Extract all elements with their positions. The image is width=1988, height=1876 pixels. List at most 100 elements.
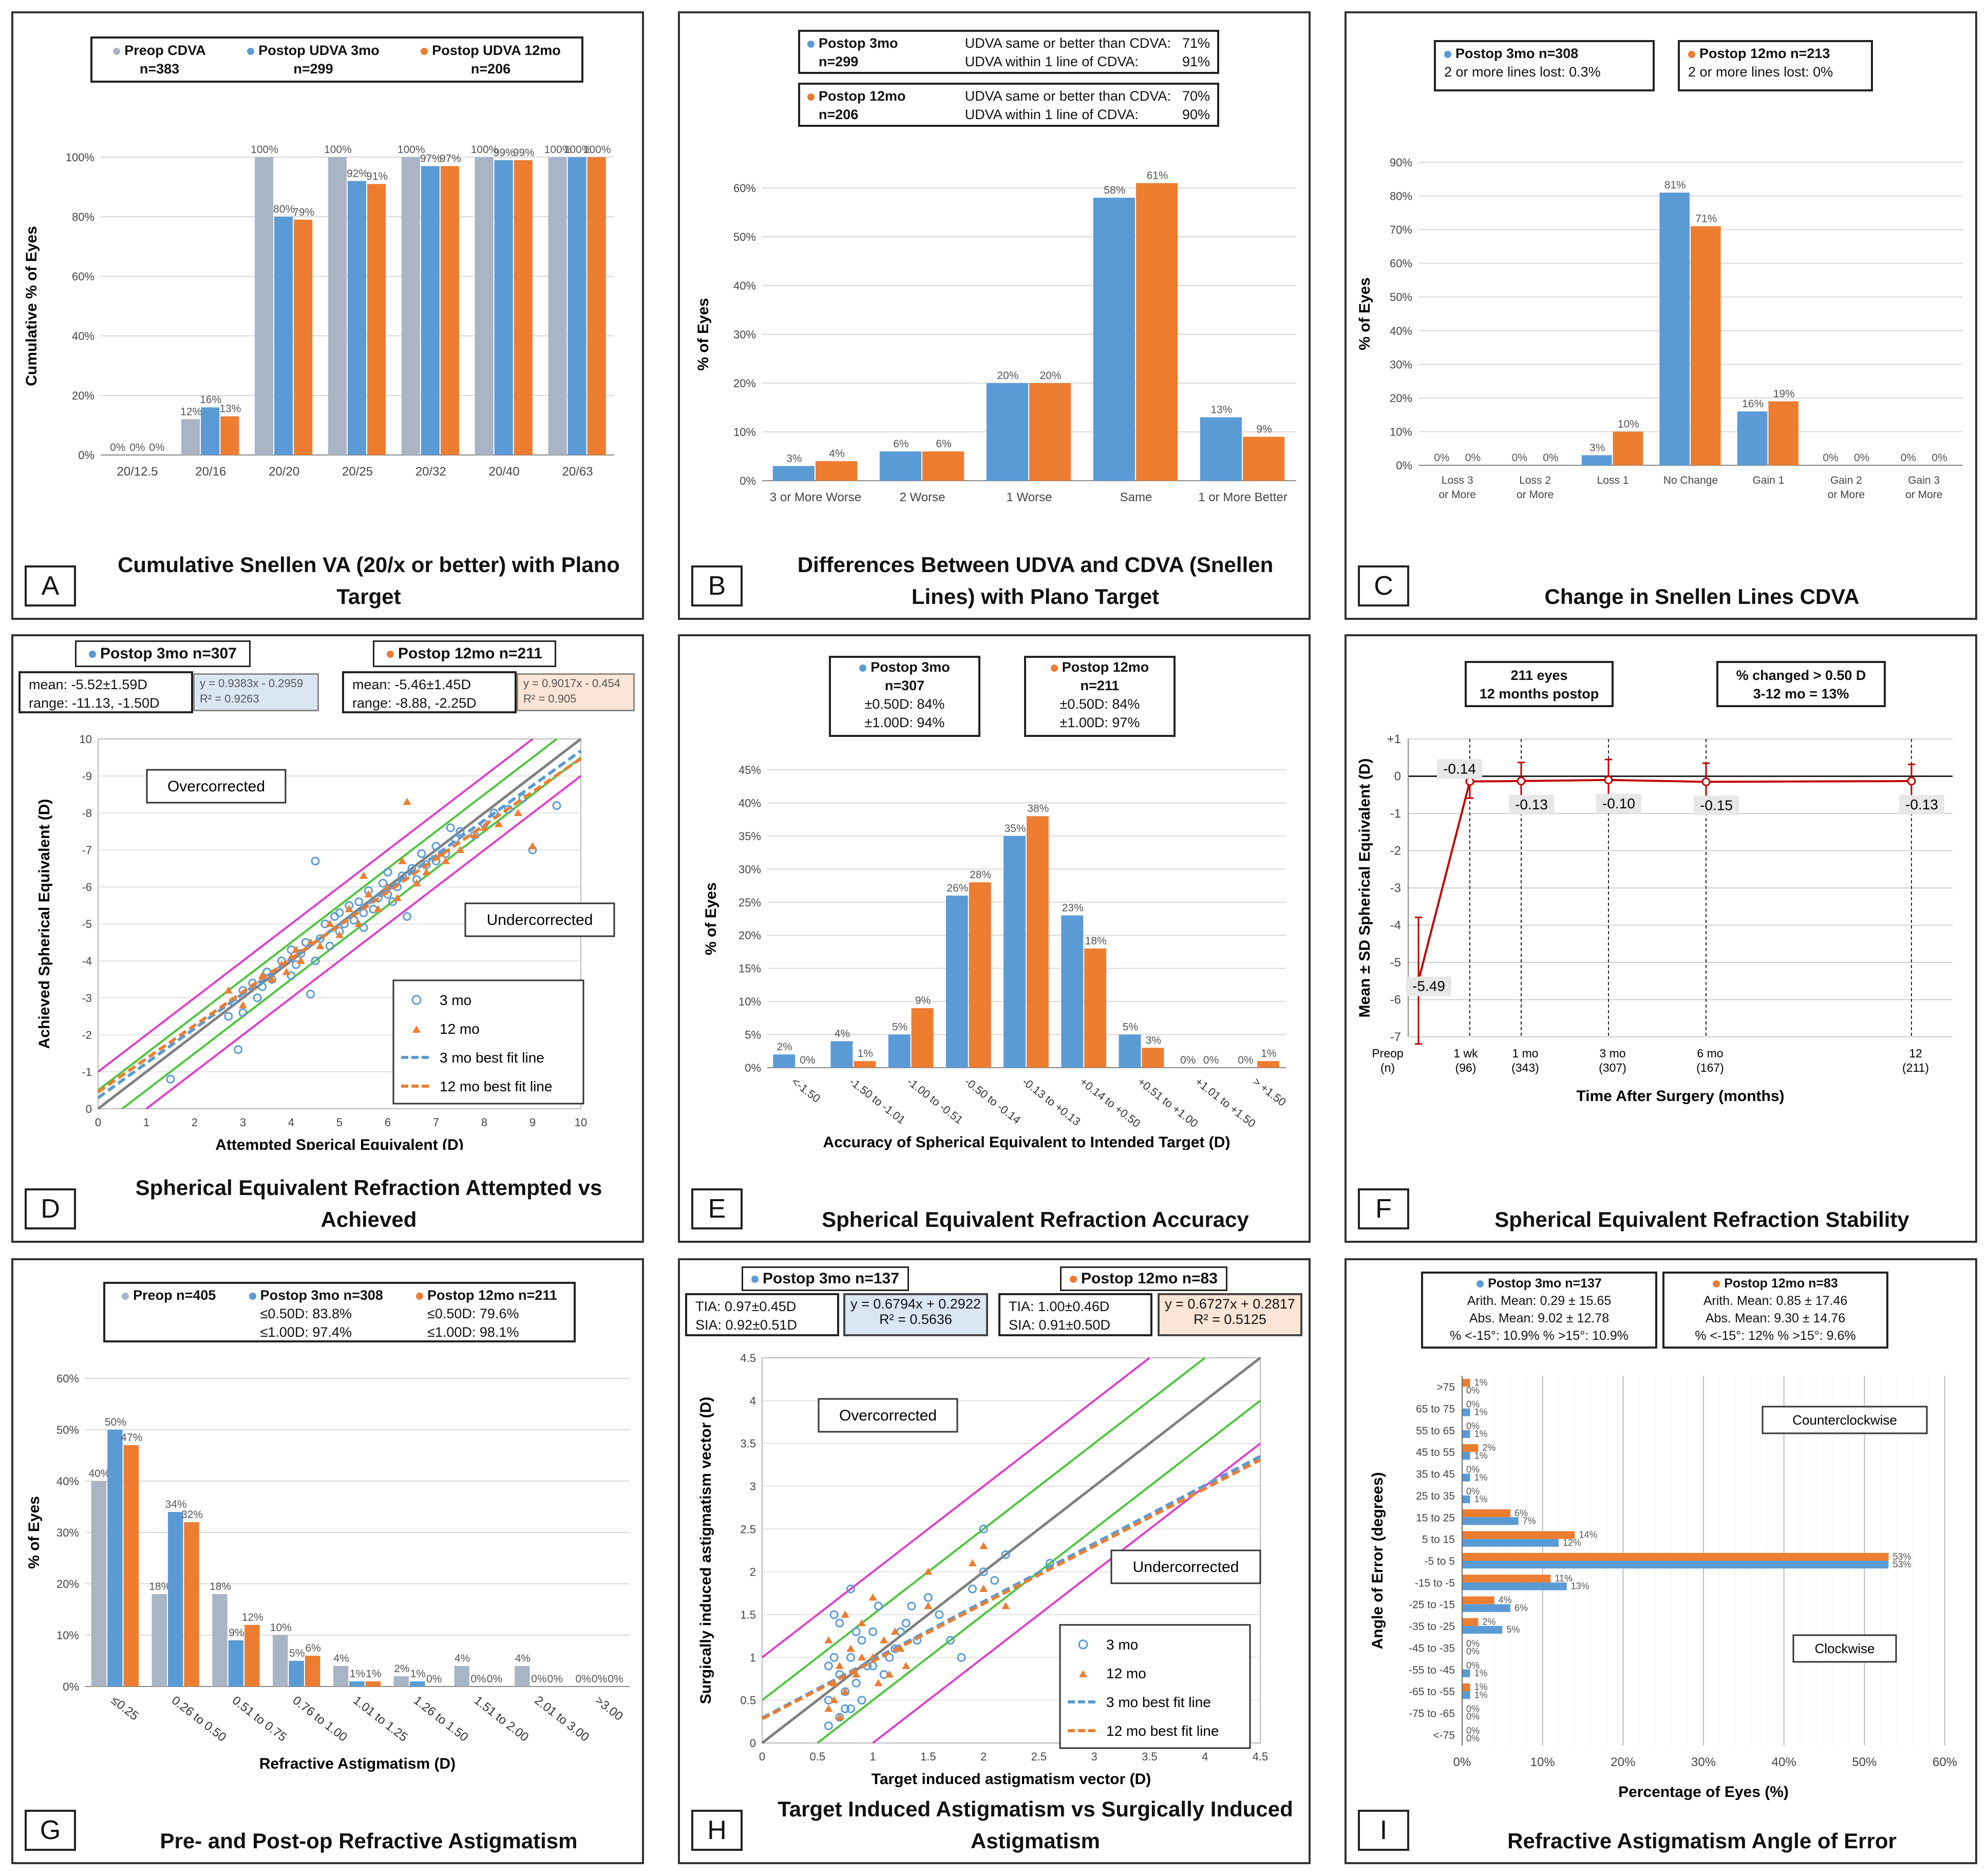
bar: [347, 181, 367, 455]
data-label: 0%: [1466, 1660, 1480, 1671]
bar: [1004, 836, 1026, 1068]
panel-c-box-12mo: Postop 12mo n=213 2 or more lines lost: …: [1678, 40, 1873, 91]
stat-label: UDVA within 1 line of CDVA:: [964, 107, 1139, 122]
data-label: 7%: [1523, 1515, 1536, 1526]
band-outer-line: [97, 738, 534, 1073]
fit-equation: y = 0.9383x - 0.2959: [200, 677, 304, 690]
value-label-bg: [1596, 793, 1641, 813]
data-point: [841, 1688, 849, 1695]
data-label: 0%: [1434, 452, 1449, 464]
data-label: 97%: [420, 153, 442, 164]
bar: [244, 1625, 260, 1686]
box-stat: Abs. Mean: 9.02 ± 12.78: [1469, 1311, 1610, 1325]
data-label: 4%: [515, 1653, 531, 1664]
x-tick-label: 8: [481, 1116, 487, 1129]
data-label: 4%: [829, 448, 844, 460]
data-point: [374, 905, 383, 913]
panel-b-box-12mo: Postop 12mo n=206 UDVA same or better tha…: [798, 83, 1219, 127]
data-point: [335, 908, 344, 917]
y-tick-label: 10%: [733, 426, 756, 439]
data-point: [349, 916, 358, 925]
data-label: 35%: [1005, 823, 1026, 835]
fit-equation: y = 0.9017x - 0.454: [523, 677, 620, 690]
data-label: 18%: [149, 1581, 171, 1593]
data-label: 0%: [110, 442, 125, 453]
y-tick-label: -45 to -35: [1409, 1642, 1455, 1654]
data-point: [968, 1559, 977, 1566]
x-tick-label: 20/63: [562, 465, 593, 476]
legend-label: 12 mo: [1106, 1665, 1146, 1681]
data-label: 1%: [1474, 1690, 1488, 1700]
box-stat: ±0.50D: 84%: [1059, 696, 1140, 712]
data-point: [393, 894, 402, 901]
data-point: [224, 986, 233, 994]
y-tick-label: 65 to 75: [1416, 1404, 1455, 1415]
data-label: 4%: [1499, 1595, 1512, 1605]
data-point: [945, 1636, 955, 1645]
x-tick-label: 1 mo: [1512, 1047, 1538, 1060]
y-tick-label: -2: [1390, 844, 1401, 858]
x-tick-label: 1.51 to 2.00: [471, 1693, 532, 1744]
data-point: [403, 798, 411, 805]
tag-label: Postop 3mo n=137: [763, 1270, 899, 1287]
x-tick-label: 3: [1091, 1750, 1097, 1763]
value-label: -0.14: [1443, 761, 1476, 777]
data-point: [990, 1576, 999, 1585]
x-tick-label: +1.01 to +1.50: [1193, 1075, 1258, 1130]
bar: [1119, 1034, 1141, 1068]
data-point: [291, 960, 300, 969]
data-label: 92%: [347, 167, 368, 179]
x-tick-label: or More: [1517, 489, 1554, 501]
y-tick-label: 3: [750, 1480, 756, 1493]
x-tick-label: +0.51 to +1.00: [1135, 1075, 1200, 1130]
data-point: [398, 857, 407, 864]
data-label: 1%: [1474, 1429, 1488, 1439]
legend-marker: [412, 1026, 421, 1033]
value-label-bg: [1437, 759, 1482, 779]
bar: [333, 1666, 349, 1686]
x-tick-label: 1 Worse: [1007, 490, 1052, 504]
data-point: [1517, 776, 1526, 786]
data-label: 0%: [592, 1673, 607, 1685]
data-label: 0%: [1466, 1703, 1480, 1714]
box-stat: % <-15°: 10.9% % >15°: 10.9%: [1450, 1329, 1629, 1343]
y-tick-label: 3.5: [740, 1437, 756, 1450]
bar: [1462, 1531, 1575, 1539]
panel-title: Spherical Equivalent Refraction Accuracy: [822, 1207, 1249, 1231]
y-axis-title: % of Eyes: [695, 298, 712, 371]
x-tick-label: -1.50 to -1.01: [847, 1075, 908, 1126]
value-label: -5.49: [1412, 978, 1445, 994]
data-label: 20%: [1040, 370, 1062, 382]
fit-line-12mo: [761, 1458, 1261, 1720]
data-point: [292, 945, 300, 953]
data-point: [846, 1644, 855, 1652]
stat-label: UDVA within 1 line of CDVA:: [964, 54, 1139, 69]
tag-label: Postop 12mo n=211: [398, 645, 542, 662]
y-tick-label: 60%: [733, 182, 756, 195]
data-point: [359, 923, 368, 932]
data-label: 28%: [970, 869, 991, 881]
bar: [1462, 1618, 1479, 1626]
y-tick-label: -5: [82, 918, 92, 931]
data-point: [979, 1585, 988, 1592]
x-tick-label: 3: [240, 1116, 246, 1129]
x-axis-title: Attempted Sperical Equivalent (D): [215, 1136, 463, 1150]
panel-a-chart: 0% 20% 40% 60% 80% 100% 0% 0% 0% 20/12.5 12%16%13%…: [23, 144, 614, 476]
y-tick-label: -5: [1390, 956, 1401, 970]
y-tick-label: 2.5: [740, 1523, 756, 1536]
data-label: 13%: [219, 403, 241, 415]
data-label: 5%: [1123, 1021, 1138, 1033]
bar: [1659, 193, 1690, 465]
panel-a-legend: Preop CDVA n=383 Postop UDVA 3mo n=299 Pos…: [90, 36, 583, 83]
data-label: 12%: [1563, 1538, 1581, 1548]
panel-b-box-3mo: Postop 3mo n=299 UDVA same or better than…: [798, 30, 1219, 74]
x-tick-label: (211): [1902, 1061, 1929, 1074]
stat-label: UDVA same or better than CDVA:: [964, 88, 1171, 104]
data-point: [858, 1619, 866, 1626]
x-tick-label: 20/20: [269, 465, 299, 476]
y-tick-label: -3: [1390, 881, 1401, 895]
bar: [401, 157, 420, 455]
y-tick-label: 80%: [1390, 190, 1412, 203]
stat-value: 91%: [1182, 54, 1210, 69]
data-label: 0%: [1466, 1638, 1480, 1648]
